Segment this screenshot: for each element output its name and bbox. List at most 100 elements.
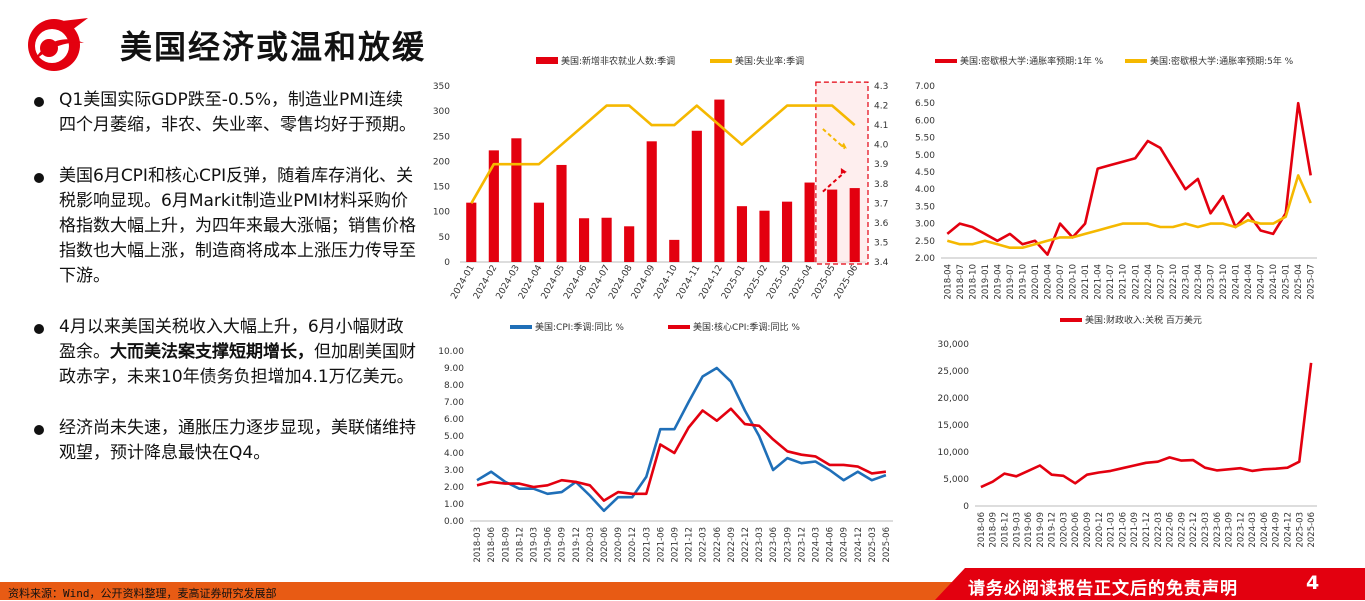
y-tick-label: 3.00 bbox=[444, 466, 464, 476]
y-right-tick-label: 3.8 bbox=[874, 180, 889, 190]
bullet-item: Q1美国实际GDP跌至-0.5%，制造业PMI连续四个月萎缩，非农、失业率、零售… bbox=[34, 88, 418, 138]
x-tick-label: 2020-10 bbox=[1069, 264, 1079, 300]
y-tick-label: 5,000 bbox=[943, 475, 969, 485]
y-tick-label: 20,000 bbox=[938, 394, 970, 404]
y-tick-label: 0 bbox=[963, 502, 969, 512]
cpi-chart: 0.00 1.00 2.00 3.00 4.00 5.00 6.00 7.00 8.00 9.00… bbox=[438, 321, 893, 563]
unemployment-line bbox=[470, 104, 856, 204]
bullet-text: 4月以来美国关税收入大幅上升，6月小幅财政盈余。 bbox=[59, 317, 404, 362]
x-tick-label: 2023-06 bbox=[1213, 512, 1223, 548]
y-right-tick-label: 4.2 bbox=[874, 102, 888, 112]
x-tick-label: 2018-10 bbox=[968, 264, 978, 300]
page-number: 4 bbox=[1306, 572, 1320, 594]
bullet-list: Q1美国实际GDP跌至-0.5%，制造业PMI连续四个月萎缩，非农、失业率、零售… bbox=[34, 88, 418, 492]
x-tick-label: 2018-09 bbox=[501, 527, 511, 563]
x-tick-label: 2024-06 bbox=[1260, 512, 1270, 548]
y-tick-label: 25,000 bbox=[938, 367, 970, 377]
x-tick-label: 2019-10 bbox=[1018, 264, 1028, 300]
legend-label: 美国:CPI:季调:同比 % bbox=[535, 321, 624, 333]
bullet-bold-text: 大而美法案支撑短期增长， bbox=[110, 342, 314, 362]
x-tick-label: 2022-06 bbox=[713, 527, 723, 563]
tariff-revenue-chart: 0 5,000 10,000 15,000 20,000 25,000 30,000 2018… bbox=[938, 314, 1318, 548]
bar bbox=[714, 99, 725, 262]
y-tick-label: 6.00 bbox=[915, 116, 935, 126]
x-tick-label: 2023-12 bbox=[1236, 512, 1246, 548]
x-tick-label: 2018-04 bbox=[943, 264, 953, 300]
x-tick-label: 2024-12 bbox=[854, 527, 864, 563]
bullet-text: 美国6月CPI和核心CPI反弹，随着库存消化、关税影响显现。6月Markit制造… bbox=[59, 166, 416, 286]
bullet-dot bbox=[34, 97, 44, 107]
bullet-text: 经济尚未失速，通胀压力逐步显现，美联储维持观望，预计降息最快在Q4。 bbox=[59, 418, 416, 463]
y-left-tick-label: 0 bbox=[444, 258, 450, 268]
x-tick-label: 2024-01 bbox=[1232, 264, 1242, 300]
y-right-tick-label: 4.3 bbox=[874, 82, 888, 92]
x-tick-label: 2025-06 bbox=[882, 527, 892, 563]
x-tick-label: 2022-12 bbox=[1189, 512, 1199, 548]
x-tick-label: 2023-03 bbox=[755, 527, 765, 563]
x-tick-label: 2021-10 bbox=[1119, 264, 1129, 300]
y-right-tick-label: 3.7 bbox=[874, 199, 888, 209]
x-tick-label: 2022-04 bbox=[1144, 264, 1154, 300]
x-tick-label: 2019-12 bbox=[1048, 512, 1058, 548]
footer-disclaimer: 请务必阅读报告正文后的免责声明 bbox=[968, 579, 1238, 599]
bullet-text: Q1美国实际GDP跌至-0.5%，制造业PMI连续四个月萎缩，非农、失业率、零售… bbox=[59, 90, 416, 135]
y-tick-label: 9.00 bbox=[444, 364, 464, 374]
y-tick-label: 3.00 bbox=[915, 220, 935, 230]
bar bbox=[781, 201, 793, 262]
legend-label: 美国:新增非农就业人数:季调 bbox=[561, 55, 675, 67]
x-tick-label: 2020-12 bbox=[1095, 512, 1105, 548]
x-tick-label: 2023-10 bbox=[1219, 264, 1229, 300]
x-tick-label: 2020-01 bbox=[1031, 264, 1041, 300]
y-tick-label: 5.00 bbox=[915, 151, 935, 161]
trend-arrow-up-head bbox=[840, 168, 847, 174]
x-tick-label: 2019-12 bbox=[572, 527, 582, 563]
bullet-dot bbox=[34, 324, 44, 334]
x-tick-label: 2020-07 bbox=[1056, 264, 1066, 300]
company-logo bbox=[28, 18, 88, 71]
y-tick-label: 3.50 bbox=[915, 202, 935, 212]
bar bbox=[691, 130, 702, 262]
x-tick-label: 2019-04 bbox=[993, 264, 1003, 300]
legend-label: 美国:密歇根大学:通胀率预期:5年 % bbox=[1150, 55, 1294, 67]
bar bbox=[669, 239, 680, 262]
bar bbox=[488, 150, 499, 262]
x-tick-label: 2023-06 bbox=[769, 527, 779, 563]
y-tick-label: 1.00 bbox=[444, 500, 464, 510]
x-tick-label: 2025-03 bbox=[1295, 512, 1305, 548]
bar bbox=[533, 202, 545, 262]
x-tick-label: 2024-06 bbox=[826, 527, 836, 563]
y-tick-label: 15,000 bbox=[938, 421, 970, 431]
x-tick-label: 2023-09 bbox=[1225, 512, 1235, 548]
y-right-tick-label: 3.9 bbox=[874, 160, 889, 170]
y-tick-label: 8.00 bbox=[444, 381, 464, 391]
y-tick-label: 4.00 bbox=[915, 185, 935, 195]
bar bbox=[466, 202, 477, 262]
y-left-tick-label: 350 bbox=[433, 82, 450, 92]
x-tick-label: 2023-03 bbox=[1201, 512, 1211, 548]
bullet-dot bbox=[34, 173, 44, 183]
x-tick-label: 2021-09 bbox=[1130, 512, 1140, 548]
x-tick-label: 2025-07 bbox=[1307, 264, 1317, 300]
y-tick-label: 4.50 bbox=[915, 168, 935, 178]
x-tick-label: 2018-09 bbox=[989, 512, 999, 548]
x-tick-label: 2019-03 bbox=[529, 527, 539, 563]
bar bbox=[556, 164, 567, 262]
x-tick-label: 2018-12 bbox=[515, 527, 525, 563]
x-tick-label: 2020-03 bbox=[586, 527, 596, 563]
payrolls-unemployment-chart: 美国:新增非农就业人数:季调 美国:失业率:季调 0 50 100 150 200 250 30… bbox=[433, 55, 889, 301]
y-tick-label: 2.00 bbox=[444, 483, 464, 493]
x-tick-label: 2021-04 bbox=[1094, 264, 1104, 300]
series-line-1 bbox=[476, 366, 887, 513]
x-tick-label: 2020-09 bbox=[614, 527, 624, 563]
x-tick-label: 2018-06 bbox=[487, 527, 497, 563]
x-tick-label: 2018-06 bbox=[977, 512, 987, 548]
x-tick-label: 2025-01 bbox=[1282, 264, 1292, 300]
y-tick-label: 6.00 bbox=[444, 415, 464, 425]
bar bbox=[849, 188, 860, 262]
x-tick-label: 2018-12 bbox=[1000, 512, 1010, 548]
series-line-1 bbox=[946, 101, 1312, 256]
y-left-tick-label: 300 bbox=[433, 107, 450, 117]
y-tick-label: 2.00 bbox=[915, 254, 935, 264]
x-tick-label: 2022-09 bbox=[727, 527, 737, 563]
x-tick-label: 2025-03 bbox=[868, 527, 878, 563]
